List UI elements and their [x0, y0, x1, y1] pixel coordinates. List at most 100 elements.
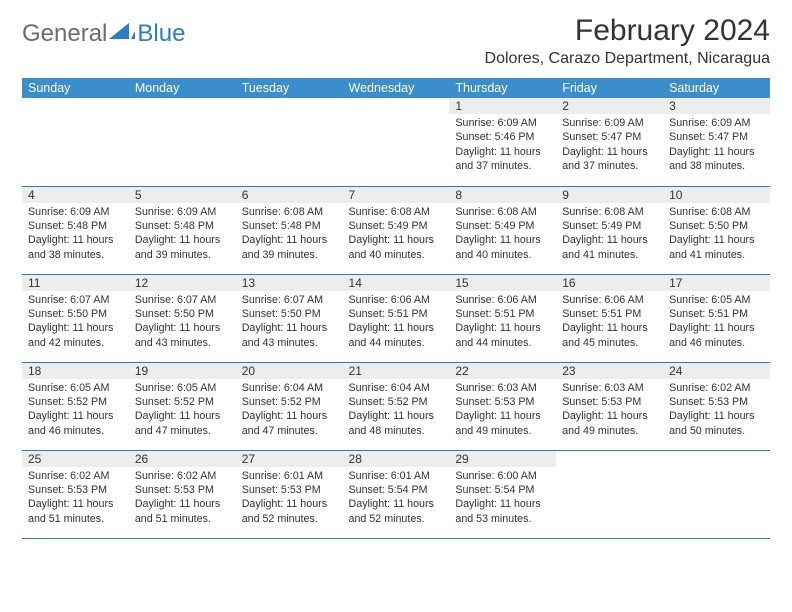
sunset-text: Sunset: 5:48 PM: [28, 219, 123, 233]
sunrise-text: Sunrise: 6:09 AM: [28, 205, 123, 219]
day-header: Thursday: [449, 78, 556, 98]
day-number: 13: [236, 275, 343, 291]
calendar-cell: [236, 98, 343, 186]
day-header: Wednesday: [343, 78, 450, 98]
cell-body: Sunrise: 6:09 AMSunset: 5:48 PMDaylight:…: [22, 203, 129, 267]
sunset-text: Sunset: 5:49 PM: [562, 219, 657, 233]
daylight-text: Daylight: 11 hours and 52 minutes.: [242, 497, 337, 526]
cell-body: Sunrise: 6:05 AMSunset: 5:51 PMDaylight:…: [663, 291, 770, 355]
cell-body: Sunrise: 6:03 AMSunset: 5:53 PMDaylight:…: [556, 379, 663, 443]
day-number: 20: [236, 363, 343, 379]
calendar-cell: 24Sunrise: 6:02 AMSunset: 5:53 PMDayligh…: [663, 362, 770, 450]
calendar-cell: 26Sunrise: 6:02 AMSunset: 5:53 PMDayligh…: [129, 450, 236, 538]
calendar-cell: 2Sunrise: 6:09 AMSunset: 5:47 PMDaylight…: [556, 98, 663, 186]
daylight-text: Daylight: 11 hours and 51 minutes.: [28, 497, 123, 526]
cell-body: Sunrise: 6:09 AMSunset: 5:47 PMDaylight:…: [663, 114, 770, 178]
sunset-text: Sunset: 5:51 PM: [669, 307, 764, 321]
sunset-text: Sunset: 5:52 PM: [135, 395, 230, 409]
daylight-text: Daylight: 11 hours and 45 minutes.: [562, 321, 657, 350]
day-number: 4: [22, 187, 129, 203]
cell-body: Sunrise: 6:08 AMSunset: 5:49 PMDaylight:…: [556, 203, 663, 267]
cell-body: Sunrise: 6:06 AMSunset: 5:51 PMDaylight:…: [556, 291, 663, 355]
calendar-cell: 22Sunrise: 6:03 AMSunset: 5:53 PMDayligh…: [449, 362, 556, 450]
daylight-text: Daylight: 11 hours and 49 minutes.: [455, 409, 550, 438]
day-number: [343, 98, 450, 100]
day-number: 29: [449, 451, 556, 467]
calendar-cell: 4Sunrise: 6:09 AMSunset: 5:48 PMDaylight…: [22, 186, 129, 274]
daylight-text: Daylight: 11 hours and 46 minutes.: [28, 409, 123, 438]
calendar-cell: 1Sunrise: 6:09 AMSunset: 5:46 PMDaylight…: [449, 98, 556, 186]
calendar-cell: 25Sunrise: 6:02 AMSunset: 5:53 PMDayligh…: [22, 450, 129, 538]
cell-body: Sunrise: 6:07 AMSunset: 5:50 PMDaylight:…: [236, 291, 343, 355]
cell-body: Sunrise: 6:04 AMSunset: 5:52 PMDaylight:…: [236, 379, 343, 443]
sunrise-text: Sunrise: 6:04 AM: [242, 381, 337, 395]
day-number: 11: [22, 275, 129, 291]
cell-body: Sunrise: 6:07 AMSunset: 5:50 PMDaylight:…: [129, 291, 236, 355]
sunset-text: Sunset: 5:48 PM: [242, 219, 337, 233]
daylight-text: Daylight: 11 hours and 47 minutes.: [242, 409, 337, 438]
calendar-cell: [343, 98, 450, 186]
sunrise-text: Sunrise: 6:03 AM: [562, 381, 657, 395]
day-number: 14: [343, 275, 450, 291]
daylight-text: Daylight: 11 hours and 48 minutes.: [349, 409, 444, 438]
sunrise-text: Sunrise: 6:04 AM: [349, 381, 444, 395]
calendar-cell: 13Sunrise: 6:07 AMSunset: 5:50 PMDayligh…: [236, 274, 343, 362]
location: Dolores, Carazo Department, Nicaragua: [485, 50, 770, 68]
day-number: 24: [663, 363, 770, 379]
calendar-cell: 16Sunrise: 6:06 AMSunset: 5:51 PMDayligh…: [556, 274, 663, 362]
day-number: [22, 98, 129, 100]
calendar-cell: 23Sunrise: 6:03 AMSunset: 5:53 PMDayligh…: [556, 362, 663, 450]
daylight-text: Daylight: 11 hours and 53 minutes.: [455, 497, 550, 526]
calendar-cell: 14Sunrise: 6:06 AMSunset: 5:51 PMDayligh…: [343, 274, 450, 362]
sunset-text: Sunset: 5:49 PM: [349, 219, 444, 233]
calendar-cell: 3Sunrise: 6:09 AMSunset: 5:47 PMDaylight…: [663, 98, 770, 186]
cell-body: Sunrise: 6:09 AMSunset: 5:46 PMDaylight:…: [449, 114, 556, 178]
day-number: 10: [663, 187, 770, 203]
sunset-text: Sunset: 5:51 PM: [562, 307, 657, 321]
sunrise-text: Sunrise: 6:09 AM: [562, 116, 657, 130]
calendar-cell: 17Sunrise: 6:05 AMSunset: 5:51 PMDayligh…: [663, 274, 770, 362]
cell-body: Sunrise: 6:05 AMSunset: 5:52 PMDaylight:…: [22, 379, 129, 443]
calendar-cell: 21Sunrise: 6:04 AMSunset: 5:52 PMDayligh…: [343, 362, 450, 450]
calendar-cell: 5Sunrise: 6:09 AMSunset: 5:48 PMDaylight…: [129, 186, 236, 274]
calendar-cell: 11Sunrise: 6:07 AMSunset: 5:50 PMDayligh…: [22, 274, 129, 362]
day-header: Tuesday: [236, 78, 343, 98]
calendar-week-row: 1Sunrise: 6:09 AMSunset: 5:46 PMDaylight…: [22, 98, 770, 186]
day-number: 21: [343, 363, 450, 379]
calendar-cell: 7Sunrise: 6:08 AMSunset: 5:49 PMDaylight…: [343, 186, 450, 274]
sunrise-text: Sunrise: 6:08 AM: [242, 205, 337, 219]
calendar-cell: 20Sunrise: 6:04 AMSunset: 5:52 PMDayligh…: [236, 362, 343, 450]
sunset-text: Sunset: 5:47 PM: [669, 130, 764, 144]
header: General Blue February 2024 Dolores, Cara…: [22, 14, 770, 68]
calendar-cell: 28Sunrise: 6:01 AMSunset: 5:54 PMDayligh…: [343, 450, 450, 538]
sunrise-text: Sunrise: 6:02 AM: [669, 381, 764, 395]
sunrise-text: Sunrise: 6:01 AM: [349, 469, 444, 483]
sunrise-text: Sunrise: 6:05 AM: [669, 293, 764, 307]
month-title: February 2024: [485, 14, 770, 48]
day-number: 8: [449, 187, 556, 203]
day-number: 25: [22, 451, 129, 467]
sunset-text: Sunset: 5:50 PM: [669, 219, 764, 233]
calendar-cell: 19Sunrise: 6:05 AMSunset: 5:52 PMDayligh…: [129, 362, 236, 450]
sunrise-text: Sunrise: 6:08 AM: [669, 205, 764, 219]
cell-body: Sunrise: 6:02 AMSunset: 5:53 PMDaylight:…: [129, 467, 236, 531]
cell-body: Sunrise: 6:08 AMSunset: 5:48 PMDaylight:…: [236, 203, 343, 267]
day-header: Friday: [556, 78, 663, 98]
cell-body: Sunrise: 6:01 AMSunset: 5:53 PMDaylight:…: [236, 467, 343, 531]
day-number: [129, 98, 236, 100]
sunset-text: Sunset: 5:50 PM: [135, 307, 230, 321]
cell-body: Sunrise: 6:03 AMSunset: 5:53 PMDaylight:…: [449, 379, 556, 443]
sunset-text: Sunset: 5:53 PM: [135, 483, 230, 497]
day-header: Saturday: [663, 78, 770, 98]
daylight-text: Daylight: 11 hours and 50 minutes.: [669, 409, 764, 438]
cell-body: Sunrise: 6:02 AMSunset: 5:53 PMDaylight:…: [22, 467, 129, 531]
sunset-text: Sunset: 5:50 PM: [28, 307, 123, 321]
sunrise-text: Sunrise: 6:06 AM: [455, 293, 550, 307]
day-number: 6: [236, 187, 343, 203]
sunrise-text: Sunrise: 6:09 AM: [455, 116, 550, 130]
calendar-cell: 29Sunrise: 6:00 AMSunset: 5:54 PMDayligh…: [449, 450, 556, 538]
sunset-text: Sunset: 5:54 PM: [455, 483, 550, 497]
calendar-cell: [556, 450, 663, 538]
cell-body: Sunrise: 6:01 AMSunset: 5:54 PMDaylight:…: [343, 467, 450, 531]
sunrise-text: Sunrise: 6:07 AM: [135, 293, 230, 307]
